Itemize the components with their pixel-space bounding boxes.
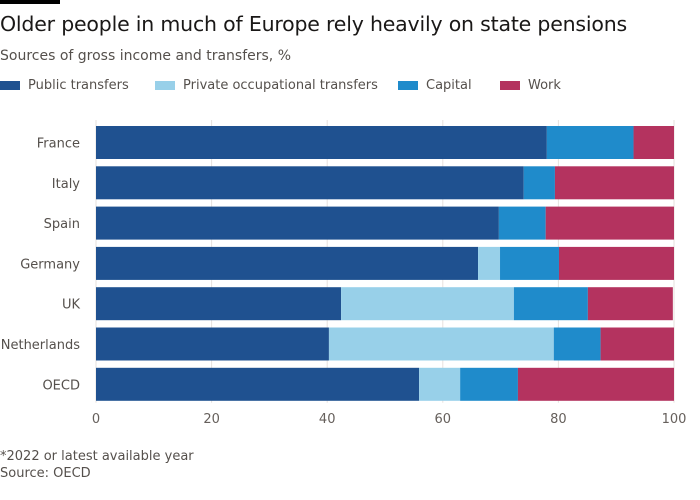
x-axis-tick-labels: 0 20 40 60 80 100	[92, 412, 687, 427]
legend-item-work: Work	[500, 78, 561, 93]
bar-uk-capital	[513, 287, 588, 321]
category-labels: France Italy Spain Germany UK Netherlands OECD	[1, 137, 81, 394]
bar-netherlands-private-occupational-transfers	[328, 327, 554, 361]
bar-spain-capital	[498, 206, 546, 240]
chart-title: Older people in much of Europe rely heav…	[0, 12, 628, 36]
category-label-oecd: OECD	[42, 378, 80, 393]
x-tick-label-0: 0	[92, 412, 100, 427]
bar-oecd-capital	[460, 367, 518, 401]
bar-germany-capital	[500, 246, 559, 280]
bar-netherlands-work	[600, 327, 674, 361]
legend-label: Capital	[426, 78, 472, 93]
category-label-netherlands: Netherlands	[1, 338, 80, 353]
category-label-france: France	[37, 137, 80, 152]
bar-oecd-work	[517, 367, 674, 401]
bar-uk-public-transfers	[96, 287, 342, 321]
x-tick-label-100: 100	[662, 412, 687, 427]
x-tick-label-80: 80	[550, 412, 567, 427]
category-label-spain: Spain	[44, 217, 80, 232]
x-tick-label-20: 20	[203, 412, 220, 427]
legend-label: Private occupational transfers	[183, 78, 378, 93]
footer: *2022 or latest available year Source: O…	[0, 448, 194, 482]
legend-item-capital: Capital	[398, 78, 472, 93]
bar-france-public-transfers	[96, 126, 547, 159]
brand-bar	[0, 0, 60, 4]
chart-subtitle: Sources of gross income and transfers, %	[0, 48, 292, 64]
bar-germany-work	[558, 246, 674, 280]
footnote: *2022 or latest available year	[0, 449, 194, 464]
bar-uk-private-occupational-transfers	[341, 287, 514, 321]
legend: Public transfers Private occupational tr…	[0, 78, 700, 96]
legend-swatch-public-transfers	[0, 81, 20, 90]
bar-germany-private-occupational-transfers	[478, 246, 501, 280]
legend-swatch-work	[500, 81, 520, 90]
bar-netherlands-public-transfers	[96, 327, 329, 361]
legend-label: Work	[528, 78, 561, 93]
bar-oecd-public-transfers	[96, 367, 420, 401]
legend-item-private-occupational-transfers: Private occupational transfers	[155, 78, 378, 93]
legend-label: Public transfers	[28, 78, 129, 93]
bar-italy-work	[554, 166, 674, 200]
category-label-uk: UK	[62, 298, 81, 313]
bar-italy-public-transfers	[96, 166, 524, 200]
bar-france-capital	[546, 126, 634, 159]
category-label-germany: Germany	[20, 257, 80, 272]
bar-germany-public-transfers	[96, 246, 479, 280]
bars	[96, 126, 674, 401]
x-tick-label-60: 60	[435, 412, 452, 427]
bar-oecd-private-occupational-transfers	[419, 367, 461, 401]
legend-item-public-transfers: Public transfers	[0, 78, 129, 93]
bar-france-work	[633, 126, 674, 159]
bar-spain-public-transfers	[96, 206, 499, 240]
x-tick-label-40: 40	[319, 412, 336, 427]
bar-italy-capital	[523, 166, 555, 200]
bar-netherlands-capital	[553, 327, 601, 361]
legend-swatch-capital	[398, 81, 418, 90]
bar-spain-work	[545, 206, 674, 240]
source-note: Source: OECD	[0, 466, 91, 481]
bar-uk-work	[587, 287, 673, 321]
legend-swatch-private-occupational-transfers	[155, 81, 175, 90]
category-label-italy: Italy	[52, 177, 81, 192]
